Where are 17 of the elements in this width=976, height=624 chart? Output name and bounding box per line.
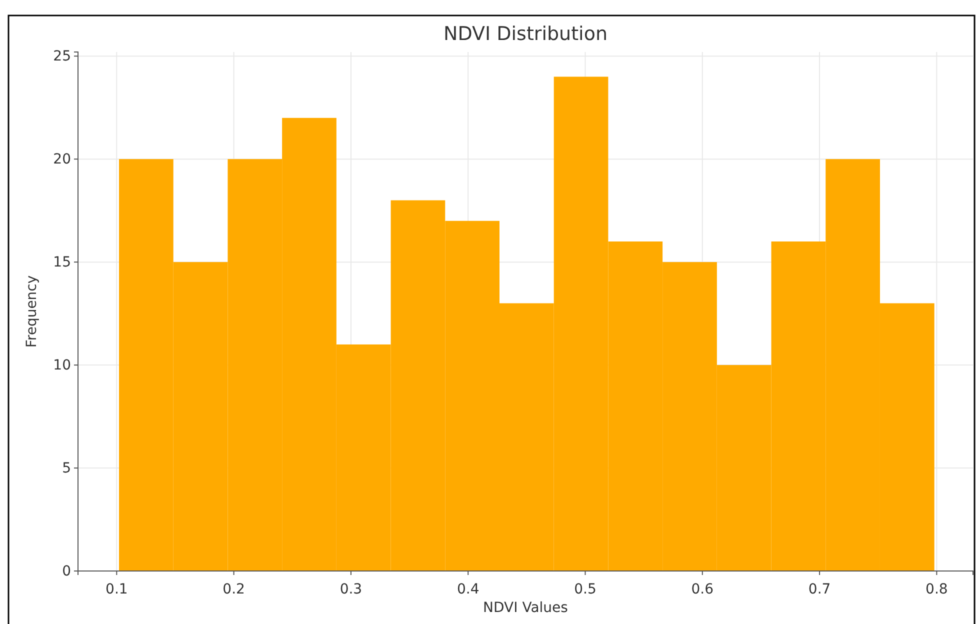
x-tick-label: 0.2	[222, 581, 245, 598]
x-tick-label: 0.5	[574, 581, 596, 598]
x-tick-label: 0.1	[106, 581, 128, 598]
y-tick-label: 5	[62, 460, 71, 477]
x-tick-label: 0.7	[808, 581, 831, 598]
y-tick-label: 20	[53, 152, 71, 168]
y-tick-label: 10	[53, 358, 71, 374]
x-tick-label: 0.6	[691, 581, 714, 598]
x-axis-title: NDVI Values	[483, 600, 568, 616]
x-tick-label: 0.3	[340, 581, 362, 598]
x-tick-label: 0.4	[456, 581, 480, 598]
y-tick-label: 15	[53, 254, 71, 271]
chart-title: NDVI Distribution	[444, 23, 608, 45]
y-axis-title: Frequency	[24, 275, 40, 348]
x-tick-label: 0.8	[926, 581, 948, 598]
y-tick-label: 0	[62, 563, 71, 580]
y-tick-label: 25	[53, 48, 71, 65]
